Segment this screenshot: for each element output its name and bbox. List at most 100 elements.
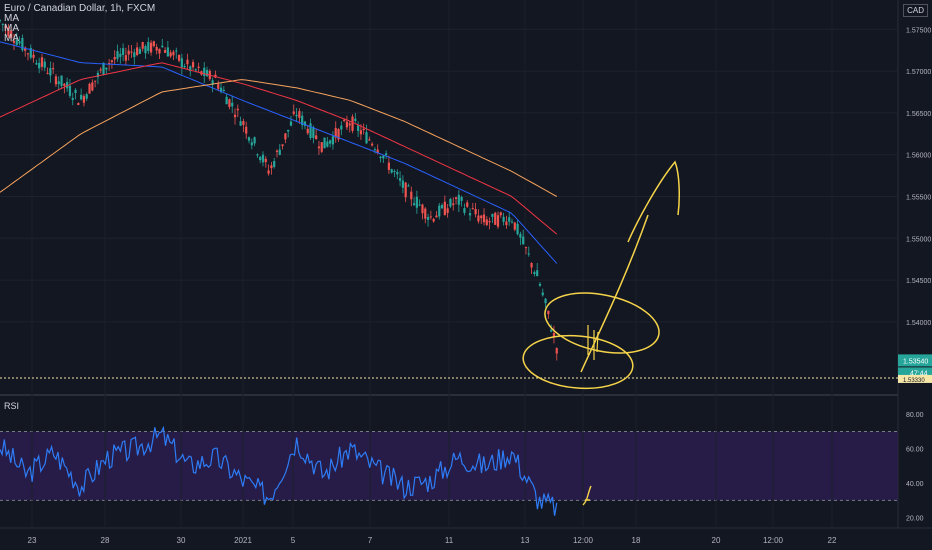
rsi-pane-label: RSI	[4, 401, 20, 411]
candle-body	[256, 154, 259, 156]
ma-fast-line	[0, 41, 558, 264]
candle-body	[365, 132, 368, 144]
candle-body	[306, 128, 309, 134]
indicator-ma-2[interactable]: MA	[4, 23, 19, 34]
candle-body	[26, 53, 30, 55]
candle-body	[505, 221, 508, 226]
candle-body	[113, 57, 116, 60]
candles-group	[0, 19, 558, 361]
candle-body	[194, 69, 197, 71]
candle-body	[147, 41, 150, 51]
rsi-tick-label: 80.00	[906, 412, 924, 419]
candle-body	[119, 53, 122, 57]
candle-body	[40, 57, 44, 67]
candle-body	[536, 270, 539, 277]
candle-body	[189, 66, 192, 72]
candle-body	[270, 165, 273, 169]
indicator-ma-3[interactable]: MA	[4, 33, 19, 44]
candle-body	[133, 52, 136, 58]
annotation-arrow-shaft	[580, 214, 649, 373]
candle-body	[99, 69, 102, 71]
candle-body	[116, 51, 119, 59]
candle-body	[527, 253, 530, 255]
candle-body	[122, 48, 125, 55]
x-tick-label: 13	[521, 536, 530, 545]
candle-body	[60, 75, 63, 86]
candle-body	[273, 161, 276, 167]
price-tick-label: 1.54500	[906, 278, 931, 285]
candle-body	[110, 60, 114, 62]
candle-body	[130, 51, 133, 53]
candle-body	[242, 121, 245, 125]
candle-body	[163, 50, 167, 53]
x-tick-label: 20	[712, 536, 721, 545]
candle-body	[177, 54, 181, 61]
price-tick-label: 1.56500	[906, 111, 931, 118]
candle-body	[410, 191, 413, 200]
candle-body	[217, 84, 220, 89]
candle-body	[127, 50, 130, 55]
candle-body	[522, 236, 525, 245]
x-tick-label: 5	[291, 536, 296, 545]
x-tick-label: 12:00	[763, 536, 784, 545]
candle-body	[480, 215, 483, 219]
candle-body	[468, 213, 472, 216]
candle-body	[337, 129, 340, 140]
candle-body	[43, 61, 46, 68]
candle-body	[172, 51, 175, 56]
candle-body	[446, 208, 449, 213]
candle-body	[435, 215, 438, 218]
x-tick-label: 11	[445, 536, 454, 545]
candle-body	[530, 262, 533, 268]
candle-body	[426, 217, 430, 220]
indicator-ma-1[interactable]: MA	[4, 13, 19, 24]
candle-body	[250, 142, 253, 146]
ma-mid-line	[0, 62, 558, 235]
candle-body	[180, 58, 183, 68]
candle-body	[54, 76, 58, 85]
candle-body	[424, 208, 427, 219]
candle-body	[323, 137, 326, 149]
candle-body	[239, 121, 242, 126]
candle-body	[312, 127, 315, 138]
candle-body	[85, 94, 88, 99]
candle-body	[124, 55, 128, 61]
candle-body	[463, 208, 466, 213]
candle-body	[186, 59, 189, 65]
candle-body	[432, 218, 435, 222]
currency-badge[interactable]: CAD	[903, 4, 928, 17]
candle-body	[340, 125, 343, 130]
price-tick-label: 1.56000	[906, 153, 931, 160]
candle-body	[544, 298, 547, 304]
candle-body	[309, 123, 312, 139]
candle-body	[292, 111, 295, 114]
candle-body	[88, 83, 91, 94]
candle-body	[315, 135, 318, 140]
candle-body	[228, 99, 231, 108]
candle-body	[141, 42, 144, 49]
candle-body	[359, 130, 363, 135]
candle-body	[222, 89, 225, 92]
candle-body	[63, 83, 66, 86]
price-tick-label: 1.55500	[906, 195, 931, 202]
candle-body	[334, 127, 337, 138]
candle-body	[343, 119, 346, 121]
x-tick-label: 23	[28, 536, 37, 545]
annotation-ellipse-upper	[544, 292, 660, 354]
candle-body	[52, 68, 55, 70]
candle-body	[94, 80, 97, 82]
candle-body	[510, 221, 514, 223]
candle-body	[354, 118, 357, 122]
candle-body	[80, 94, 83, 100]
candle-body	[32, 54, 35, 58]
candle-body	[550, 329, 553, 332]
candle-body	[278, 149, 281, 155]
candle-body	[541, 292, 544, 296]
candle-body	[211, 80, 214, 85]
candle-body	[96, 72, 100, 78]
candle-body	[247, 137, 251, 141]
candle-body	[538, 283, 542, 286]
candle-body	[135, 47, 139, 56]
candle-body	[77, 103, 80, 105]
